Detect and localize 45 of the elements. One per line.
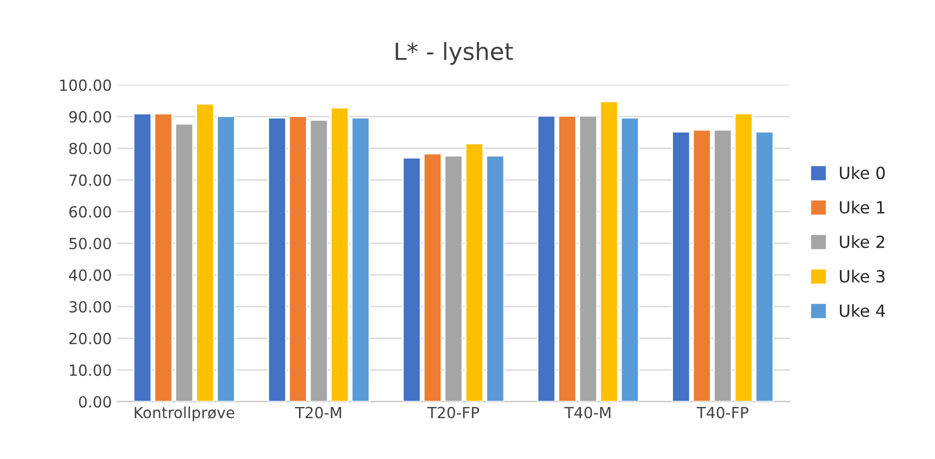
bar (133, 113, 152, 402)
y-tick-label: 70.00 (70, 174, 111, 186)
bar (600, 100, 618, 402)
bar (486, 155, 505, 402)
y-tick-label: 10.00 (70, 364, 111, 376)
x-tick-label: T40-FP (696, 406, 748, 418)
bar (578, 115, 598, 402)
bar (692, 129, 712, 402)
legend-label: Uke 4 (840, 304, 885, 318)
bar (464, 142, 484, 402)
y-tick-label: 50.00 (69, 238, 111, 250)
bar (196, 103, 215, 402)
bar (268, 117, 287, 402)
x-tick-label: Kontrollprøve (134, 406, 234, 422)
bar (734, 113, 754, 402)
bar (423, 152, 442, 402)
x-tick-label: T20-FP (427, 406, 480, 418)
y-tick-label: 20.00 (69, 332, 111, 344)
y-tick-label: 40.00 (69, 269, 111, 281)
bar (444, 155, 463, 402)
y-tick-label: 100.00 (60, 79, 111, 91)
y-tick-label: 60.00 (69, 206, 111, 218)
chart-title: L* - lyshet (396, 42, 513, 65)
legend-label: Uke 3 (840, 270, 885, 283)
bar (713, 129, 732, 402)
bar (672, 131, 690, 402)
legend-label: Uke 2 (840, 235, 884, 248)
bar (620, 117, 640, 402)
legend-label: Uke 1 (840, 200, 884, 214)
y-tick-label: 0.00 (79, 396, 111, 408)
legend-label: Uke 0 (840, 166, 885, 180)
bar (216, 116, 236, 402)
bar (755, 131, 774, 402)
x-tick-label: T40-M (564, 406, 610, 418)
x-tick-label: T20-M (295, 406, 342, 418)
bar (309, 119, 328, 402)
bar (402, 157, 422, 402)
bar (351, 117, 370, 402)
bar (558, 115, 577, 402)
bar (330, 107, 350, 402)
y-tick-label: 80.00 (69, 142, 111, 154)
y-tick-label: 30.00 (69, 301, 111, 313)
bar (536, 115, 556, 402)
y-tick-label: 90.00 (69, 111, 111, 123)
bar (288, 116, 308, 402)
